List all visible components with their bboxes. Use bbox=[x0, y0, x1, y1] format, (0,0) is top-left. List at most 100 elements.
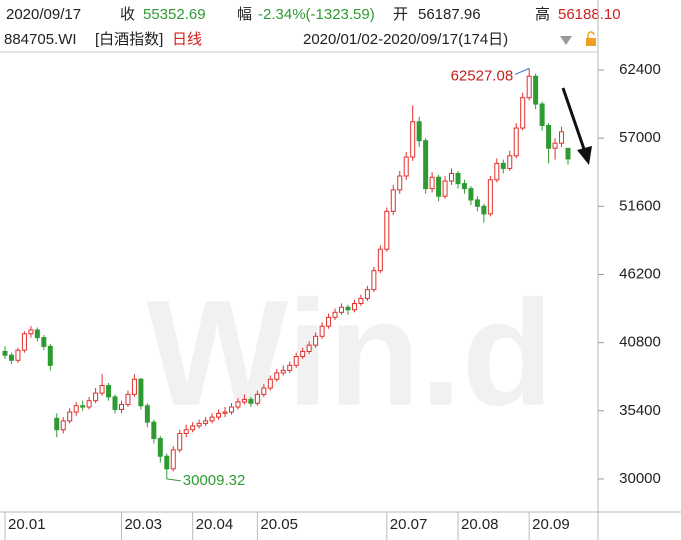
candle-body bbox=[41, 337, 47, 347]
open-label: 开 bbox=[393, 6, 408, 23]
candle-body bbox=[280, 369, 286, 374]
candle-body bbox=[28, 329, 34, 335]
change-label: 幅 bbox=[237, 6, 252, 23]
candle-body bbox=[93, 392, 99, 402]
candle-body bbox=[157, 438, 163, 457]
watermark: Win.d bbox=[147, 269, 554, 437]
candle-body bbox=[21, 333, 27, 351]
x-tick-label: 20.03 bbox=[124, 516, 162, 533]
date: 2020/09/17 bbox=[6, 6, 81, 23]
candle-body bbox=[54, 417, 60, 431]
candle-body bbox=[358, 297, 364, 304]
candle-body bbox=[293, 356, 299, 366]
close-label: 收 bbox=[120, 6, 135, 23]
candle-body bbox=[313, 335, 319, 346]
candle-body bbox=[235, 401, 241, 408]
candle-body bbox=[520, 97, 526, 129]
candle-body bbox=[351, 302, 357, 311]
candle-body bbox=[99, 385, 105, 394]
candle-body bbox=[455, 172, 461, 185]
candle-body bbox=[144, 405, 150, 423]
candle-body bbox=[131, 378, 137, 395]
x-tick-label: 20.08 bbox=[461, 516, 499, 533]
candle-body bbox=[494, 162, 500, 181]
candle-body bbox=[397, 175, 403, 191]
x-tick-label: 20.01 bbox=[8, 516, 46, 533]
candle-body bbox=[216, 412, 222, 418]
candle-body bbox=[546, 125, 552, 149]
candle-body bbox=[474, 199, 480, 207]
x-tick-label: 20.09 bbox=[532, 516, 570, 533]
y-tick-label: 57000 bbox=[619, 129, 661, 146]
code: 884705.WI bbox=[4, 31, 77, 48]
candle-body bbox=[8, 354, 14, 361]
candle-body bbox=[403, 156, 409, 177]
candle-body bbox=[47, 345, 53, 366]
candle-body bbox=[533, 75, 539, 105]
high-value: 56188.10 bbox=[558, 6, 621, 23]
index-name: [白酒指数] bbox=[95, 31, 163, 48]
max-annotation: 62527.08 bbox=[451, 67, 514, 84]
candle-body bbox=[228, 406, 234, 413]
candle-body bbox=[339, 306, 345, 313]
candle-body bbox=[73, 405, 79, 413]
candle-body bbox=[203, 420, 209, 424]
candle-body bbox=[170, 449, 176, 470]
y-tick-label: 35400 bbox=[619, 402, 661, 419]
candle-body bbox=[461, 183, 467, 190]
candle-body bbox=[319, 325, 325, 337]
candle-body bbox=[507, 155, 513, 169]
candle-body bbox=[183, 429, 189, 435]
candle-body bbox=[151, 421, 157, 440]
x-tick-label: 20.07 bbox=[390, 516, 428, 533]
candle-body bbox=[177, 433, 183, 451]
close-value: 55352.69 bbox=[143, 6, 206, 23]
candle-body bbox=[60, 420, 66, 431]
candle-body bbox=[410, 121, 416, 158]
candle-body bbox=[241, 398, 247, 403]
y-tick-label: 51600 bbox=[619, 197, 661, 214]
trend-arrow bbox=[561, 87, 592, 165]
period: 日线 bbox=[172, 31, 202, 48]
candle-body bbox=[552, 142, 558, 149]
candle-body bbox=[390, 189, 396, 212]
candle-body bbox=[67, 411, 73, 422]
candle-body bbox=[539, 103, 545, 127]
candle-body bbox=[86, 400, 92, 408]
date-range[interactable]: 2020/01/02-2020/09/17(174日) bbox=[303, 31, 508, 48]
annotation-pointer bbox=[166, 478, 181, 482]
candle-body bbox=[190, 425, 196, 431]
candle-body bbox=[449, 172, 455, 182]
candle-body bbox=[254, 393, 260, 404]
candle-body bbox=[326, 316, 332, 327]
candle-body bbox=[34, 329, 40, 339]
candle-body bbox=[429, 176, 435, 190]
candle-body bbox=[565, 147, 571, 160]
candle-body bbox=[15, 349, 21, 361]
high-label: 高 bbox=[535, 6, 550, 23]
candle-body bbox=[196, 422, 202, 427]
candle-body bbox=[80, 405, 86, 408]
candle-body bbox=[526, 75, 532, 99]
candle-body bbox=[106, 385, 112, 398]
candle-body bbox=[468, 188, 474, 201]
candle-body bbox=[442, 180, 448, 197]
candle-body bbox=[138, 378, 144, 407]
candle-body bbox=[267, 378, 273, 389]
candle-body bbox=[261, 387, 267, 395]
change-value: -2.34%(-1323.59) bbox=[258, 6, 375, 23]
candle-body bbox=[513, 127, 519, 157]
candle-body bbox=[209, 416, 215, 422]
candle-body bbox=[332, 311, 338, 318]
candle-body bbox=[222, 411, 228, 414]
lock-icon[interactable] bbox=[586, 31, 596, 46]
dropdown-icon[interactable] bbox=[560, 36, 572, 45]
candle-body bbox=[248, 398, 254, 404]
candle-body bbox=[274, 372, 280, 380]
candle-body bbox=[2, 350, 8, 356]
open-value: 56187.96 bbox=[418, 6, 481, 23]
min-annotation: 30009.32 bbox=[183, 472, 246, 489]
candle-body bbox=[287, 364, 293, 371]
y-tick-label: 30000 bbox=[619, 470, 661, 487]
annotation-pointer bbox=[514, 67, 530, 75]
